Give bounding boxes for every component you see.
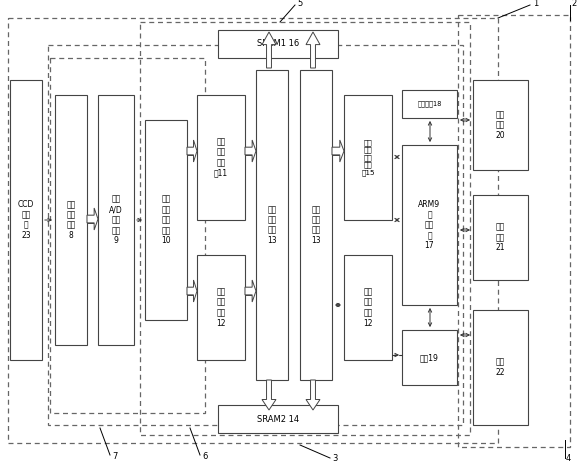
Bar [218, 30, 338, 58]
Text: 6: 6 [202, 451, 208, 461]
Bar [344, 95, 392, 220]
Text: 液晶
显示
21: 液晶 显示 21 [496, 223, 505, 253]
Text: CCD
摄像
机
23: CCD 摄像 机 23 [18, 200, 34, 240]
Polygon shape [187, 280, 197, 302]
Text: 地址
发生
单元
12: 地址 发生 单元 12 [363, 287, 373, 328]
Text: 多路
转换
开关
13: 多路 转换 开关 13 [311, 205, 321, 245]
Bar [197, 95, 245, 220]
Text: ARM9
微
控制
器
17: ARM9 微 控制 器 17 [418, 200, 440, 250]
Bar [8, 18, 498, 443]
Bar [402, 90, 457, 118]
Bar [300, 70, 332, 380]
Polygon shape [245, 280, 256, 302]
Text: 5: 5 [297, 0, 302, 8]
Bar [218, 405, 338, 433]
Bar [402, 330, 457, 385]
Text: SRAM2 14: SRAM2 14 [257, 414, 299, 424]
Text: 2: 2 [571, 0, 576, 8]
Bar [473, 195, 528, 280]
Text: 通讯
接口
20: 通讯 接口 20 [496, 110, 505, 140]
Text: 4: 4 [566, 454, 571, 461]
Polygon shape [306, 32, 320, 68]
Bar [197, 255, 245, 360]
Text: 7: 7 [112, 451, 117, 461]
Polygon shape [245, 140, 256, 162]
Text: 引导芯片18: 引导芯片18 [417, 100, 442, 107]
Text: 数据
交互
互逻
辑单
元15: 数据 交互 互逻 辑单 元15 [361, 139, 375, 176]
Bar [50, 58, 205, 413]
Bar [458, 15, 570, 447]
Polygon shape [332, 140, 344, 162]
Text: 内存19: 内存19 [420, 353, 439, 362]
Bar [98, 95, 134, 345]
Bar [140, 22, 470, 435]
Text: 图像
预处
理单
元11: 图像 预处 理单 元11 [214, 137, 228, 177]
Text: 多路
转换
开关
13: 多路 转换 开关 13 [267, 205, 277, 245]
Bar [256, 70, 288, 380]
Text: 图像
A/D
特换
芯片
9: 图像 A/D 特换 芯片 9 [109, 195, 123, 245]
Polygon shape [87, 208, 98, 230]
Text: 3: 3 [332, 454, 338, 461]
Bar [48, 45, 463, 425]
Bar [87, 215, 94, 223]
Polygon shape [187, 140, 197, 162]
Polygon shape [306, 380, 320, 410]
Bar [245, 147, 252, 155]
Bar [332, 147, 340, 155]
Bar [187, 287, 194, 295]
Text: 1: 1 [533, 0, 538, 8]
Bar [145, 120, 187, 320]
Bar [344, 255, 392, 360]
Text: 图像
采集
计数
单元
10: 图像 采集 计数 单元 10 [161, 195, 171, 245]
Bar [187, 147, 194, 155]
Text: 视频
输入
接口
8: 视频 输入 接口 8 [66, 200, 76, 240]
Polygon shape [262, 32, 276, 68]
Text: 键盘
22: 键盘 22 [496, 358, 505, 377]
Text: SRAM1 16: SRAM1 16 [257, 40, 299, 48]
Bar [10, 80, 42, 360]
Text: 地址
发生
单元
12: 地址 发生 单元 12 [216, 287, 226, 328]
Bar [245, 287, 252, 295]
Bar [473, 80, 528, 170]
Bar [55, 95, 87, 345]
Bar [473, 310, 528, 425]
Polygon shape [262, 380, 276, 410]
Bar [402, 145, 457, 305]
